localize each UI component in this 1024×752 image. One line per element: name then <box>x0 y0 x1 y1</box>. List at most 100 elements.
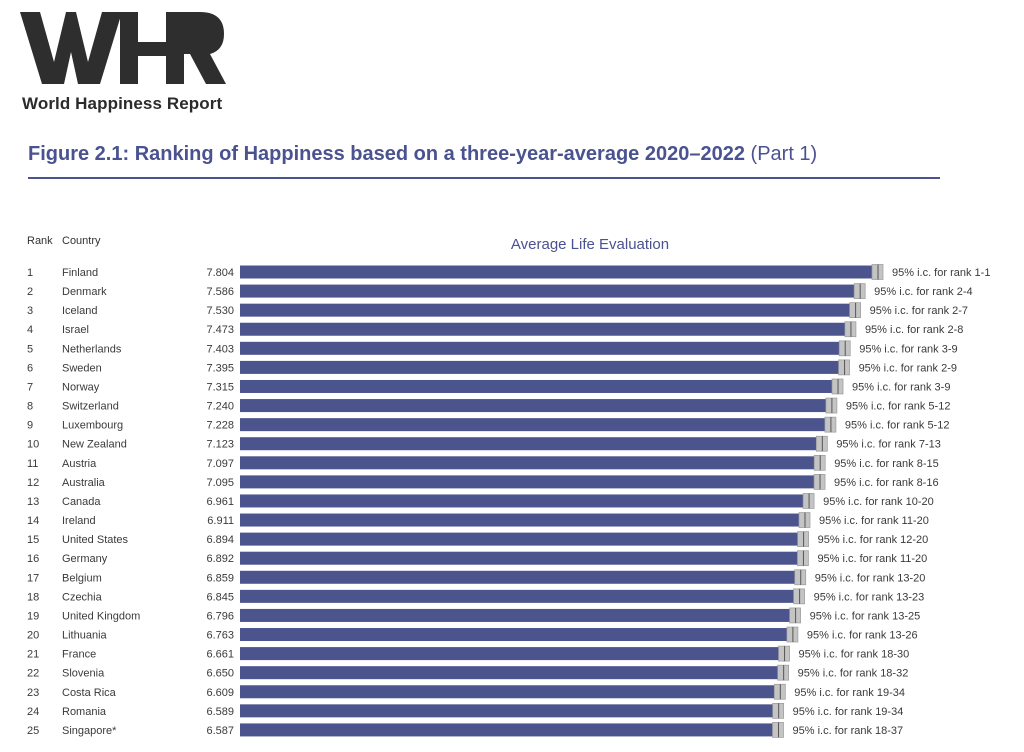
bar <box>240 647 785 661</box>
country-label: Costa Rica <box>62 687 117 699</box>
bar <box>240 360 845 374</box>
rank-column-header: Rank <box>27 235 53 247</box>
value-label: 6.763 <box>206 630 234 642</box>
chart-row: 3 Iceland 7.530 95% i.c. for rank 2-7 <box>27 302 968 319</box>
bar <box>240 418 831 432</box>
country-label: Switzerland <box>62 401 119 413</box>
rank-label: 14 <box>27 515 39 527</box>
country-label: Luxembourg <box>62 420 123 432</box>
bar <box>240 513 805 527</box>
country-label: Iceland <box>62 305 97 317</box>
chart-row: 18 Czechia 6.845 95% i.c. for rank 13-23 <box>27 588 925 605</box>
rank-label: 5 <box>27 343 33 355</box>
bar <box>240 475 821 489</box>
value-label: 6.911 <box>207 515 234 527</box>
chart-row: 6 Sweden 7.395 95% i.c. for rank 2-9 <box>27 359 957 376</box>
rank-label: 21 <box>27 649 39 661</box>
value-label: 6.894 <box>206 534 234 546</box>
rank-label: 13 <box>27 496 39 508</box>
ci-label: 95% i.c. for rank 8-16 <box>834 477 939 489</box>
country-label: Singapore* <box>62 725 117 737</box>
ci-label: 95% i.c. for rank 5-12 <box>846 401 951 413</box>
value-label: 7.095 <box>206 477 234 489</box>
chart-row: 25 Singapore* 6.587 95% i.c. for rank 18-37 <box>27 722 904 738</box>
rank-label: 20 <box>27 630 39 642</box>
bar <box>240 322 851 336</box>
rank-label: 25 <box>27 725 39 737</box>
chart-row: 13 Canada 6.961 95% i.c. for rank 10-20 <box>27 493 934 509</box>
value-label: 7.228 <box>206 420 234 432</box>
value-label: 7.586 <box>206 286 234 298</box>
bar <box>240 551 804 565</box>
country-label: Canada <box>62 496 101 508</box>
value-label: 6.859 <box>206 572 234 584</box>
rank-label: 22 <box>27 668 39 680</box>
value-label: 7.240 <box>206 401 234 413</box>
country-label: Ireland <box>62 515 96 527</box>
ci-label: 95% i.c. for rank 11-20 <box>817 553 927 565</box>
country-label: Romania <box>62 706 107 718</box>
ci-label: 95% i.c. for rank 11-20 <box>819 515 929 527</box>
chart-row: 9 Luxembourg 7.228 95% i.c. for rank 5-12 <box>27 416 949 433</box>
ci-label: 95% i.c. for rank 13-20 <box>815 572 926 584</box>
value-label: 7.395 <box>206 362 234 374</box>
chart-row: 2 Denmark 7.586 95% i.c. for rank 2-4 <box>27 283 973 299</box>
rank-label: 7 <box>27 381 33 393</box>
value-label: 7.473 <box>206 324 234 336</box>
rank-label: 24 <box>27 706 39 718</box>
rank-label: 4 <box>27 324 33 336</box>
rank-label: 8 <box>27 401 33 413</box>
figure-title-part: (Part 1) <box>750 143 818 165</box>
chart-row: 4 Israel 7.473 95% i.c. for rank 2-8 <box>27 321 963 338</box>
bar <box>240 265 878 279</box>
figure-title-main: Figure 2.1: Ranking of Happiness based o… <box>28 143 745 165</box>
bar <box>240 494 810 508</box>
value-label: 6.609 <box>206 687 234 699</box>
ci-label: 95% i.c. for rank 7-13 <box>836 439 941 451</box>
bar <box>240 685 781 699</box>
logo-letter-r <box>180 12 226 84</box>
bar <box>240 589 800 603</box>
ci-label: 95% i.c. for rank 1-1 <box>892 267 990 279</box>
bar <box>240 379 839 393</box>
ci-label: 95% i.c. for rank 13-23 <box>814 591 925 603</box>
bar <box>240 704 779 718</box>
rank-label: 2 <box>27 286 33 298</box>
rank-label: 15 <box>27 534 39 546</box>
ci-label: 95% i.c. for rank 18-37 <box>793 725 904 737</box>
value-label: 6.796 <box>206 610 234 622</box>
title-underline <box>28 177 940 179</box>
rank-label: 9 <box>27 420 33 432</box>
bar <box>240 570 801 584</box>
value-label: 7.123 <box>206 439 234 451</box>
logo-letter-w <box>20 12 122 84</box>
ci-label: 95% i.c. for rank 2-7 <box>870 305 968 317</box>
ci-label: 95% i.c. for rank 13-26 <box>807 630 918 642</box>
value-label: 7.530 <box>206 305 234 317</box>
rank-label: 12 <box>27 477 39 489</box>
chart-row: 21 France 6.661 95% i.c. for rank 18-30 <box>27 645 909 662</box>
chart-row: 5 Netherlands 7.403 95% i.c. for rank 3-9 <box>27 340 958 357</box>
value-label: 6.661 <box>206 649 234 661</box>
ci-label: 95% i.c. for rank 19-34 <box>793 706 904 718</box>
bar <box>240 666 784 680</box>
chart-title: Average Life Evaluation <box>511 236 669 253</box>
country-label: Belgium <box>62 572 102 584</box>
rank-label: 3 <box>27 305 33 317</box>
brand-name: World Happiness Report <box>22 94 223 113</box>
country-column-header: Country <box>62 235 101 247</box>
value-label: 6.587 <box>206 725 234 737</box>
bar <box>240 284 861 298</box>
value-label: 6.845 <box>206 591 234 603</box>
value-label: 6.961 <box>206 496 234 508</box>
chart-row: 10 New Zealand 7.123 95% i.c. for rank 7-13 <box>27 435 941 452</box>
bar <box>240 456 821 470</box>
rank-label: 16 <box>27 553 39 565</box>
value-label: 7.097 <box>206 458 234 470</box>
country-label: Slovenia <box>62 668 105 680</box>
value-label: 6.650 <box>206 668 234 680</box>
ci-label: 95% i.c. for rank 8-15 <box>834 458 939 470</box>
rank-label: 11 <box>27 458 38 470</box>
rank-label: 6 <box>27 362 33 374</box>
ci-label: 95% i.c. for rank 18-32 <box>798 668 909 680</box>
